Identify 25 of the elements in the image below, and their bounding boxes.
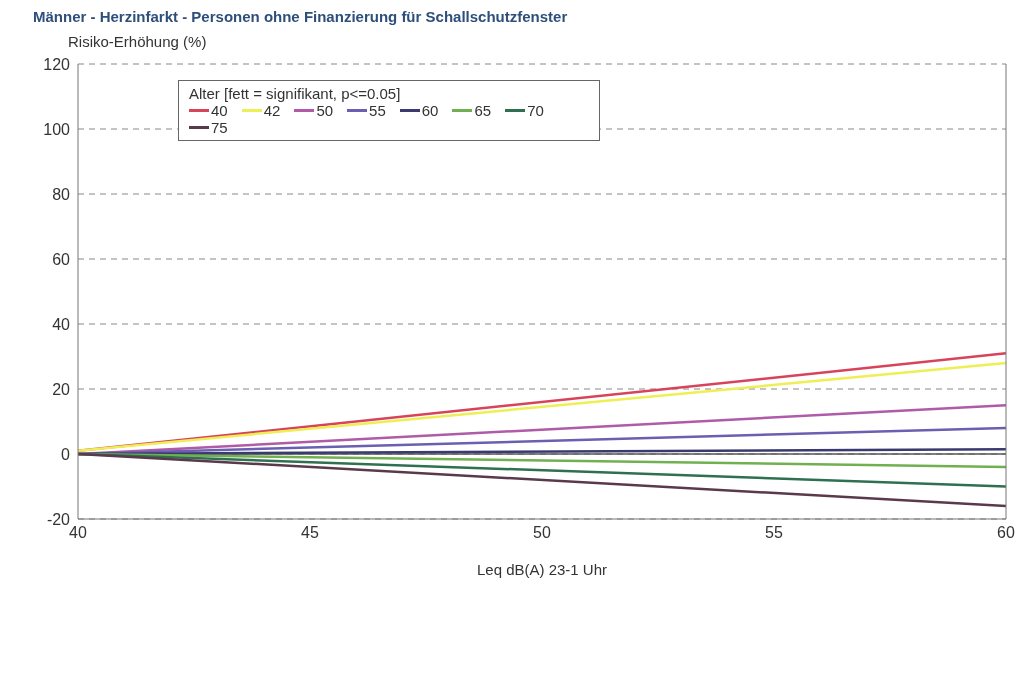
y-tick-label: 100 (43, 120, 71, 138)
legend-label: 75 (210, 119, 228, 136)
y-tick-label: 40 (52, 315, 71, 333)
legend-label: 60 (420, 102, 439, 119)
legend-label: 40 (210, 102, 228, 119)
x-axis-title: Leq dB(A) 23-1 Uhr (476, 561, 608, 578)
x-tick-label: 45 (301, 524, 319, 542)
legend-label: 65 (473, 102, 492, 119)
legend-label: 42 (262, 102, 281, 119)
x-tick-label: 40 (69, 524, 87, 542)
y-tick-label: 80 (52, 185, 71, 203)
y-tick-label: -20 (46, 510, 71, 528)
y-tick-label: 0 (61, 445, 71, 463)
y-tick-label: 20 (52, 380, 71, 398)
legend-label: 55 (368, 102, 386, 119)
x-tick-label: 60 (997, 524, 1015, 542)
legend-label: 70 (526, 102, 544, 119)
y-tick-label: 120 (43, 55, 71, 73)
x-tick-label: 55 (765, 524, 783, 542)
y-tick-label: 60 (52, 250, 71, 268)
legend-title: Alter [fett = signifikant, p<=0.05] (189, 85, 402, 102)
y-axis-title: Risiko-Erhöhung (%) (68, 33, 208, 50)
chart-title: Männer - Herzinfarkt - Personen ohne Finanzierung für Schallschutzfenster (33, 8, 569, 25)
x-tick-label: 50 (533, 524, 551, 542)
legend-label: 50 (315, 102, 334, 119)
